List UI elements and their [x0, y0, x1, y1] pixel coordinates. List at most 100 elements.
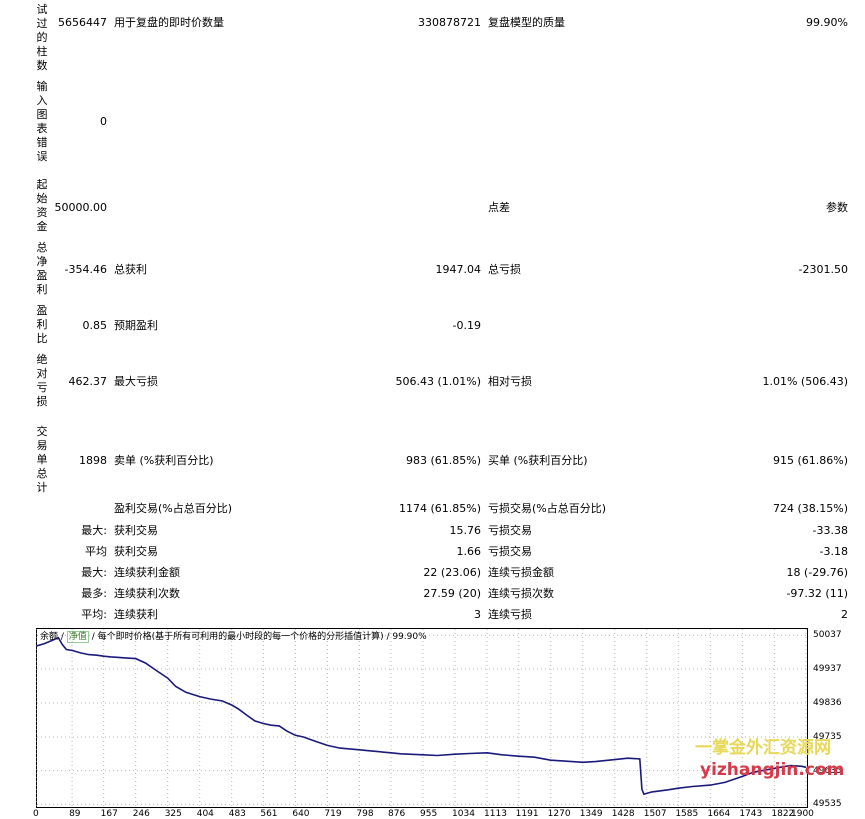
- x-tick-label: 404: [196, 809, 214, 819]
- row-left-value: 27.59 (20): [423, 587, 481, 600]
- total-trades-value: 1898: [79, 454, 107, 467]
- row-left-value: 1.66: [456, 545, 482, 558]
- y-tick-label: 49535: [813, 799, 842, 810]
- x-tick-label: 955: [420, 809, 438, 819]
- profit-trades-value: 1174 (61.85%): [398, 502, 481, 515]
- row-right-value: -97.32 (11): [786, 587, 848, 600]
- vertical-label-net: 总净盈利: [36, 241, 48, 296]
- x-tick-label: 640: [292, 809, 310, 819]
- loss-trades-label: 亏损交易(%占总百分比): [488, 502, 607, 515]
- spread-value: 参数: [826, 201, 848, 214]
- gross-loss-label: 总亏损: [488, 263, 521, 276]
- x-tick-label: 798: [356, 809, 374, 819]
- legend-text: / 每个即时价格(基于所有可利用的最小时段的每一个价格的分形插值计算) / 99…: [91, 632, 427, 642]
- net-profit-value: -354.46: [64, 263, 107, 276]
- y-tick-label: 49836: [813, 698, 842, 709]
- absolute-drawdown-value: 462.37: [68, 375, 108, 388]
- row-left-label: 获利交易: [114, 545, 158, 558]
- balance-line: [36, 636, 807, 796]
- x-tick-label: 1822: [771, 809, 795, 819]
- x-tick-label: 1743: [739, 809, 763, 819]
- x-tick-label: 1900: [791, 809, 814, 819]
- vertical-label-pf: 盈利比: [36, 304, 48, 345]
- row-left-label: 获利交易: [114, 524, 158, 537]
- x-tick-label: 246: [132, 809, 150, 819]
- ticks-label: 用于复盘的即时价数量: [114, 16, 224, 29]
- y-tick-label: 49735: [813, 732, 842, 742]
- profit-trades-label: 盈利交易(%占总百分比): [114, 502, 233, 515]
- watermark-cn: 一掌金外汇资源网: [695, 738, 831, 758]
- row-left-label: 连续获利次数: [114, 587, 180, 600]
- quality-label: 复盘模型的质量: [488, 16, 565, 29]
- row-left-label: 连续获利: [114, 608, 158, 621]
- x-tick-label: 1664: [707, 809, 731, 819]
- relative-drawdown-value: 1.01% (506.43): [762, 375, 848, 388]
- y-tick-label: 50037: [813, 630, 842, 641]
- row-prefix: 最大:: [81, 566, 107, 579]
- quality-value: 99.90%: [806, 16, 848, 29]
- gross-profit-label: 总获利: [114, 263, 147, 276]
- row-left-value: 22 (23.06): [423, 566, 481, 579]
- x-tick-label: 325: [164, 809, 182, 819]
- y-tick-label: 49937: [813, 664, 842, 675]
- x-tick-label: 89: [69, 809, 81, 819]
- row-right-label: 亏损交易: [488, 524, 532, 537]
- row-right-label: 连续亏损: [488, 608, 532, 621]
- errors-value: 0: [100, 115, 107, 128]
- x-tick-label: 1585: [675, 809, 699, 819]
- short-positions-value: 983 (61.85%): [405, 454, 481, 467]
- legend-balance: 余额: [40, 632, 59, 642]
- short-positions-label: 卖单 (%获利百分比): [114, 454, 214, 467]
- x-tick-label: 1034: [452, 809, 475, 819]
- spread-label: 点差: [488, 201, 510, 214]
- row-right-value: -3.18: [819, 545, 848, 558]
- y-tick-label: 49635: [813, 765, 842, 776]
- vertical-label-trades: 交易单总计: [36, 425, 48, 494]
- x-tick-label: 483: [228, 809, 246, 819]
- x-tick-label: 1349: [579, 809, 603, 819]
- vertical-label-bars: 试过的柱数: [36, 3, 48, 72]
- long-positions-label: 买单 (%获利百分比): [488, 454, 588, 467]
- chart-legend: 余额 / 净值 / 每个即时价格(基于所有可利用的最小时段的每一个价格的分形插值…: [40, 631, 427, 643]
- loss-trades-value: 724 (38.15%): [772, 502, 848, 515]
- row-prefix: 最大:: [81, 524, 107, 537]
- balance-chart-svg: [36, 628, 808, 808]
- vertical-label-errors: 输入图表错误: [36, 80, 48, 163]
- bars-tested-value: 5656447: [58, 16, 107, 29]
- gross-loss-value: -2301.50: [798, 263, 848, 276]
- row-prefix: 最多:: [81, 587, 107, 600]
- x-tick-label: 167: [100, 809, 118, 819]
- row-prefix: 平均: [85, 545, 107, 558]
- expected-payoff-value: -0.19: [452, 319, 481, 332]
- x-tick-label: 1191: [515, 809, 539, 819]
- chart-frame: [36, 628, 808, 808]
- max-drawdown-label: 最大亏损: [114, 375, 158, 388]
- row-right-value: -33.38: [812, 524, 848, 537]
- x-tick-label: 719: [324, 809, 342, 819]
- row-right-label: 连续亏损次数: [488, 587, 554, 600]
- row-left-value: 3: [474, 608, 481, 621]
- x-tick-label: 876: [388, 809, 406, 819]
- x-tick-label: 1270: [547, 809, 571, 819]
- row-right-label: 连续亏损金额: [488, 566, 554, 579]
- row-right-value: 18 (-29.76): [786, 566, 848, 579]
- balance-chart: [36, 628, 808, 808]
- vertical-label-absdd: 绝对亏损: [36, 353, 48, 408]
- expected-payoff-label: 预期盈利: [114, 319, 158, 332]
- row-right-value: 2: [841, 608, 848, 621]
- long-positions-value: 915 (61.86%): [772, 454, 848, 467]
- x-tick-label: 1507: [643, 809, 667, 819]
- profit-factor-value: 0.85: [82, 319, 108, 332]
- relative-drawdown-label: 相对亏损: [488, 375, 532, 388]
- x-tick-label: 0: [33, 809, 39, 819]
- capital-value: 50000.00: [54, 201, 108, 214]
- row-left-value: 15.76: [449, 524, 482, 537]
- x-tick-label: 561: [260, 809, 278, 819]
- x-tick-label: 1428: [611, 809, 635, 819]
- row-left-label: 连续获利金额: [114, 566, 180, 579]
- max-drawdown-value: 506.43 (1.01%): [395, 375, 481, 388]
- legend-equity: 净值: [66, 631, 89, 643]
- ticks-value: 330878721: [418, 16, 481, 29]
- row-right-label: 亏损交易: [488, 545, 532, 558]
- gross-profit-value: 1947.04: [435, 263, 482, 276]
